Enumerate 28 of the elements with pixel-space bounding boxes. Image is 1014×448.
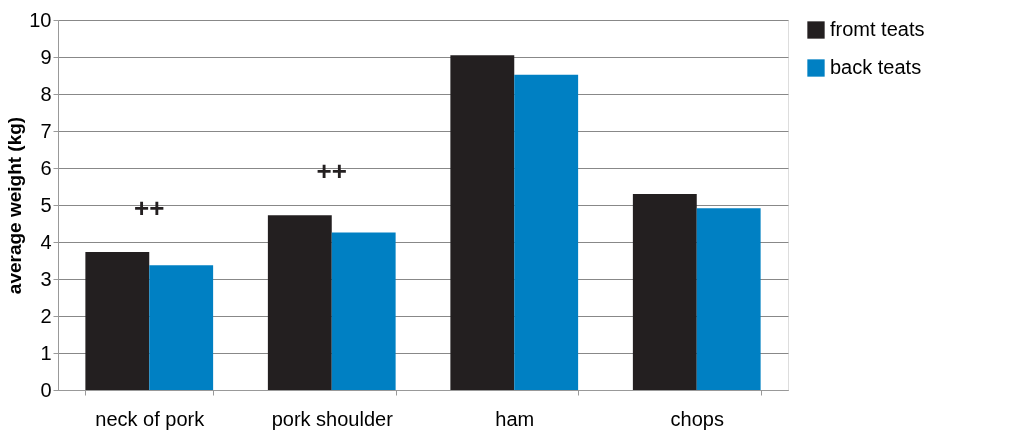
bar <box>149 265 214 390</box>
y-tick-label: 8 <box>40 82 52 105</box>
y-tick-label: 4 <box>40 230 52 253</box>
y-tick-label: 9 <box>40 45 52 68</box>
bar <box>85 251 150 390</box>
legend-label: back teats <box>830 56 922 78</box>
annotation: ++ <box>134 192 165 223</box>
bar <box>331 232 396 390</box>
y-tick-label: 5 <box>40 193 52 216</box>
y-tick-label: 7 <box>40 119 52 142</box>
y-tick-label: 10 <box>29 8 52 31</box>
annotation: ++ <box>316 156 347 187</box>
bar <box>514 74 579 390</box>
y-tick-label: 3 <box>40 267 52 290</box>
bar <box>632 193 697 390</box>
bar <box>450 55 515 390</box>
x-tick-label: ham <box>495 407 535 430</box>
x-tick-label: pork shoulder <box>271 407 394 430</box>
bar <box>696 208 761 390</box>
x-tick-label: chops <box>670 407 724 430</box>
y-tick-label: 1 <box>40 341 52 364</box>
y-tick-label: 0 <box>40 378 52 401</box>
bar <box>267 215 332 390</box>
y-tick-label: 6 <box>40 156 52 179</box>
y-tick-label: 2 <box>40 304 52 327</box>
legend-label: fromt teats <box>830 18 925 40</box>
y-axis-title: average weight (kg) <box>4 116 26 295</box>
x-tick-label: neck of pork <box>95 407 206 430</box>
